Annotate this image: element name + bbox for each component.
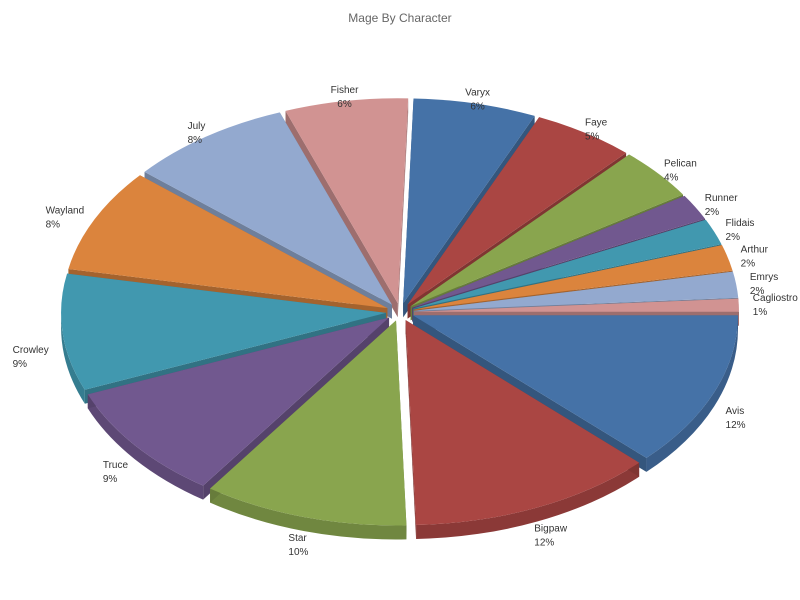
slice-label-name: July	[188, 121, 206, 132]
slice-label-cagliostro: Cagliostro 1%	[753, 293, 798, 318]
slice-label-name: Truce	[103, 460, 129, 471]
slice-label-bigpaw: Bigpaw 12%	[534, 523, 568, 548]
slice-label-percent: 5%	[585, 131, 600, 142]
slice-label-flidais: Flidais 2%	[726, 218, 755, 243]
slice-label-name: Bigpaw	[534, 523, 568, 534]
slice-label-name: Pelican	[664, 159, 697, 170]
pie-slice-side	[210, 488, 407, 540]
slice-label-percent: 6%	[337, 99, 352, 110]
pie-slice-top	[413, 245, 733, 310]
pie-slice-top	[412, 219, 722, 309]
pie-slice-side	[87, 394, 204, 500]
pie-slice-top	[285, 98, 409, 304]
slice-label-percent: 2%	[741, 259, 756, 270]
pie-slice-fisher	[285, 98, 409, 318]
slice-label-varyx: Varyx 6%	[465, 87, 490, 112]
slice-label-percent: 8%	[188, 135, 203, 146]
slice-label-name: Runner	[705, 193, 738, 204]
slice-label-percent: 2%	[705, 207, 720, 218]
pie-slice-side	[646, 315, 738, 472]
pie-slice-side	[61, 312, 85, 404]
slice-label-percent: 12%	[534, 537, 554, 548]
slice-label-percent: 8%	[46, 219, 61, 230]
pie-labels: Avis 12% Bigpaw 12% Star 10% Truce 9% Crowley 9% W…	[13, 85, 799, 558]
pie-slice-top	[87, 317, 390, 486]
slice-label-percent: 2%	[726, 232, 741, 243]
pie-slice-wall	[285, 110, 398, 318]
pie-slice-top	[407, 117, 627, 305]
slice-label-fisher: Fisher 6%	[331, 85, 359, 110]
pie-slice-top	[413, 298, 739, 312]
slice-label-july: July 8%	[188, 121, 206, 146]
pie-slice-top	[412, 315, 738, 458]
slice-label-name: Flidais	[726, 218, 755, 229]
pie-slice-truce	[87, 317, 390, 500]
pie-slice-top	[61, 273, 387, 390]
slice-label-name: Faye	[585, 117, 608, 128]
slice-label-name: Cagliostro	[753, 293, 798, 304]
slice-label-arthur: Arthur 2%	[741, 245, 769, 270]
slice-label-name: Fisher	[331, 85, 359, 96]
slice-label-faye: Faye 5%	[585, 117, 608, 142]
slice-label-name: Star	[288, 533, 307, 544]
slice-label-percent: 4%	[664, 173, 679, 184]
pie-slice-bigpaw	[405, 320, 640, 539]
pie-slice-top	[410, 154, 684, 307]
pie-slice-wall	[405, 320, 417, 539]
slice-label-percent: 9%	[103, 474, 118, 485]
slice-label-pelican: Pelican 4%	[664, 159, 697, 184]
pie-slices	[61, 98, 739, 540]
slice-label-star: Star 10%	[288, 533, 308, 558]
slice-label-wayland: Wayland 8%	[46, 205, 85, 230]
pie-slice-star	[210, 320, 407, 540]
slice-label-percent: 12%	[726, 420, 746, 431]
slice-label-emrys: Emrys 2%	[750, 272, 778, 297]
chart-title: Mage By Character	[348, 11, 451, 25]
pie-slice-top	[413, 271, 739, 311]
pie-slice-top	[403, 98, 535, 304]
pie-slice-top	[68, 175, 388, 309]
slice-label-percent: 1%	[753, 307, 768, 318]
slice-label-avis: Avis 12%	[726, 406, 746, 431]
slice-label-percent: 9%	[13, 359, 28, 370]
pie-slice-top	[412, 195, 706, 308]
slice-label-name: Wayland	[46, 205, 85, 216]
pie-slice-side	[416, 462, 640, 539]
pie-slice-top	[144, 112, 392, 305]
slice-label-runner: Runner 2%	[705, 193, 738, 218]
pie-slice-avis	[412, 315, 738, 472]
slice-label-crowley: Crowley 9%	[13, 345, 49, 370]
slice-label-name: Arthur	[741, 245, 769, 256]
pie-slice-top	[210, 320, 407, 526]
pie-slice-wall	[397, 98, 409, 318]
slice-label-truce: Truce 9%	[103, 460, 129, 485]
slice-label-name: Emrys	[750, 272, 778, 283]
slice-label-name: Varyx	[465, 87, 490, 98]
slice-label-percent: 10%	[288, 547, 308, 558]
slice-label-name: Crowley	[13, 345, 49, 356]
slice-label-percent: 6%	[470, 101, 485, 112]
pie-slice-top	[405, 320, 640, 525]
slice-label-percent: 2%	[750, 286, 765, 297]
slice-label-name: Avis	[726, 406, 745, 417]
